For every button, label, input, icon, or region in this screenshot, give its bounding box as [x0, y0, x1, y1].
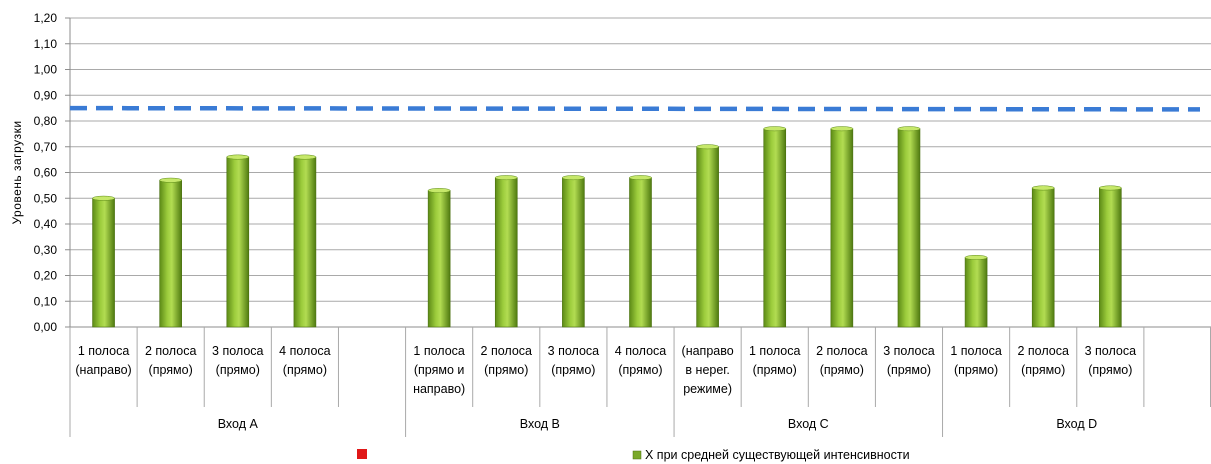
category-label: 2 полоса	[1017, 344, 1069, 358]
y-tick-label: 1,00	[34, 63, 58, 77]
group-label: Вход A	[218, 417, 259, 431]
bar	[293, 156, 317, 328]
y-tick-label: 1,20	[34, 11, 58, 25]
bar	[763, 128, 787, 328]
bar	[629, 177, 652, 328]
y-tick-label: 0,10	[34, 294, 58, 308]
category-label: (прямо)	[887, 363, 931, 377]
category-label: (прямо)	[954, 363, 998, 377]
category-label: (направо	[682, 344, 734, 358]
category-label: (прямо)	[216, 363, 260, 377]
bar	[964, 257, 988, 328]
legend-label: X при средней существующей интенсивности	[645, 448, 910, 462]
y-tick-label: 0,00	[34, 320, 58, 334]
bar-top	[1099, 185, 1122, 191]
y-tick-label: 0,30	[34, 243, 58, 257]
legend-swatch-red	[357, 449, 367, 459]
bar	[562, 177, 585, 328]
bar	[159, 179, 182, 328]
bar-top	[495, 175, 518, 181]
bar	[1031, 187, 1055, 328]
category-label: в нерег.	[685, 363, 729, 377]
y-tick-label: 0,90	[34, 88, 58, 102]
bar-top	[763, 126, 786, 132]
category-label: 1 полоса	[749, 344, 801, 358]
bar-top	[159, 177, 182, 183]
bar	[1099, 187, 1122, 328]
category-label: (прямо)	[1088, 363, 1132, 377]
legend: X при средней существующей интенсивности	[357, 448, 910, 462]
category-label: 1 полоса	[413, 344, 465, 358]
bar-top	[226, 154, 250, 160]
category-label: 4 полоса	[615, 344, 667, 358]
bar	[897, 128, 921, 328]
category-label: (прямо и	[414, 363, 465, 377]
bar-top	[964, 255, 988, 260]
bar-top	[629, 175, 652, 181]
bar	[494, 177, 518, 328]
category-label: (прямо)	[1021, 363, 1065, 377]
category-label: 1 полоса	[78, 344, 130, 358]
category-label: (прямо)	[753, 363, 797, 377]
bar	[696, 146, 719, 328]
category-label: 1 полоса	[950, 344, 1002, 358]
category-label: 3 полоса	[1085, 344, 1137, 358]
bar-top	[562, 175, 585, 181]
legend-swatch-green	[632, 450, 642, 460]
reference-line	[69, 105, 1201, 112]
y-tick-label: 1,10	[34, 37, 58, 51]
category-label: (прямо)	[484, 363, 528, 377]
category-labels: 1 полоса (направо) 2 полоса (прямо) 3 полоса…	[75, 344, 1136, 396]
y-tick-label: 0,40	[34, 217, 58, 231]
reference-dashed-line	[69, 105, 1201, 112]
y-axis-label: Уровень загрузки	[10, 120, 24, 224]
category-label: (прямо)	[618, 363, 662, 377]
category-label: 4 полоса	[279, 344, 331, 358]
y-tick-label: 0,50	[34, 191, 58, 205]
category-label: 2 полоса	[816, 344, 868, 358]
category-label: (прямо)	[551, 363, 595, 377]
category-label: 3 полоса	[883, 344, 935, 358]
bars	[92, 126, 1122, 328]
category-label: (прямо)	[283, 363, 327, 377]
group-label: Вход B	[520, 417, 560, 431]
bar-top	[92, 195, 115, 201]
bar-top	[1031, 185, 1055, 191]
category-label: (направо)	[75, 363, 131, 377]
category-label: 2 полоса	[145, 344, 197, 358]
category-label: направо)	[413, 382, 465, 396]
bar	[226, 156, 250, 328]
group-label: Вход D	[1056, 417, 1097, 431]
category-label: (прямо)	[820, 363, 864, 377]
bar	[92, 197, 115, 328]
bar-top	[293, 154, 317, 160]
bar	[830, 128, 854, 328]
bar-top	[427, 188, 451, 193]
category-label: 3 полоса	[548, 344, 600, 358]
y-tick-label: 0,80	[34, 114, 58, 128]
group-label: Вход C	[788, 417, 829, 431]
bar-top	[897, 126, 921, 132]
category-label: 2 полоса	[481, 344, 533, 358]
y-tick-label: 0,60	[34, 166, 58, 180]
y-axis-ticks: 0,00 0,10 0,20 0,30 0,40 0,50 0,60 0,70 0,80 0,90…	[34, 11, 70, 334]
group-labels: Вход A Вход B Вход C Вход D	[218, 417, 1097, 431]
category-label: режиме)	[683, 382, 732, 396]
y-tick-label: 0,70	[34, 140, 58, 154]
category-label: (прямо)	[149, 363, 193, 377]
y-tick-label: 0,20	[34, 269, 58, 283]
category-label: 3 полоса	[212, 344, 264, 358]
bar	[427, 190, 451, 328]
bar-top	[696, 144, 719, 150]
bar-top	[830, 126, 854, 132]
